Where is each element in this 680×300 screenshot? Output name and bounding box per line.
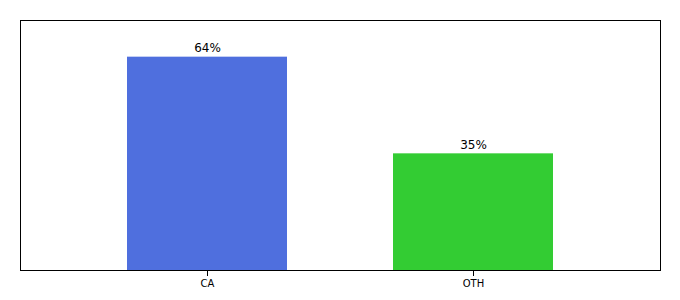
svg-text:CA: CA — [201, 278, 215, 289]
svg-text:OTH: OTH — [463, 278, 485, 289]
svg-text:35%: 35% — [460, 138, 487, 152]
svg-text:64%: 64% — [194, 41, 221, 55]
